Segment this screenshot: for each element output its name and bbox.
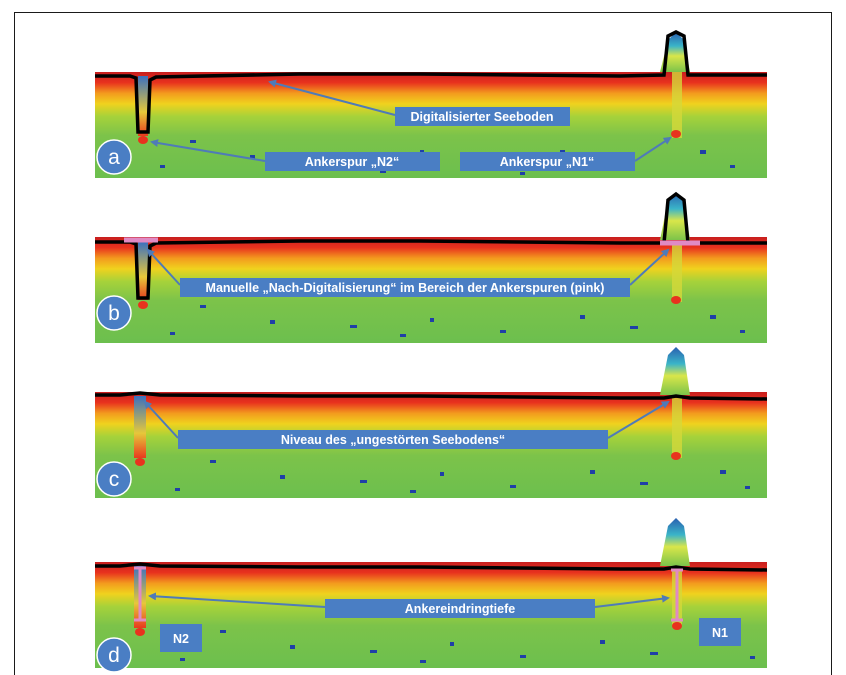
n2-hole (138, 242, 148, 300)
n1-hole (672, 398, 682, 458)
n2-anchor-mark (135, 628, 145, 636)
panel-d: d Ankereindringtiefe N2 N1 (95, 518, 768, 673)
n1-hole (672, 242, 682, 302)
level-arrow-left (143, 400, 179, 439)
label-box (460, 152, 635, 171)
panel-letter-badge (96, 295, 132, 331)
label-box (178, 430, 608, 449)
panel-a: a Digitalisierter Seeboden Ankerspur „N2… (95, 30, 767, 178)
echo-speckle (170, 305, 745, 337)
echo-speckle (175, 460, 750, 493)
n1-anchor-mark (671, 452, 681, 460)
panel-letter: c (109, 468, 120, 491)
n2-arrow (150, 139, 266, 162)
n2-anchor-mark (135, 458, 145, 466)
label-box (180, 278, 630, 297)
panel-letter: d (108, 644, 120, 667)
label-seabed: Digitalisierter Seeboden (410, 110, 553, 124)
label-box (265, 152, 440, 171)
label-depth: Ankereindringtiefe (405, 602, 515, 616)
spike-feature (660, 518, 690, 566)
seabed-line (95, 562, 768, 572)
panel-letter: b (108, 302, 120, 325)
n2-hole (138, 76, 148, 136)
n1-anchor-mark (671, 296, 681, 304)
n1-hole (672, 72, 682, 138)
depth-arrow-left (148, 592, 326, 608)
n2-anchor-mark (138, 136, 148, 144)
panel-letter-badge (96, 637, 132, 673)
n1-anchor-mark (671, 130, 681, 138)
n2-hole (134, 396, 146, 458)
panel-b: b Manuelle „Nach-Digitalisierung“ im Ber… (95, 191, 767, 343)
depth-arrow-right (594, 594, 670, 608)
level-arrow-right (607, 400, 670, 439)
label-box (395, 107, 570, 126)
label-level: Niveau des „ungestörten Seebodens“ (281, 433, 505, 447)
n2-anchor-mark (138, 301, 148, 309)
panel-letter: a (108, 146, 120, 169)
figure-frame (14, 12, 832, 675)
panel-letter-badge (96, 461, 132, 497)
manual-arrow-left (146, 248, 181, 286)
spike-feature (660, 347, 690, 395)
panel-c: c Niveau des „ungestörten Seebodens“ (95, 347, 768, 498)
label-n1: N1 (712, 626, 728, 640)
seabed-arrow (268, 79, 396, 116)
label-box (325, 599, 595, 618)
label-n2: N2 (173, 632, 189, 646)
n1-arrow (634, 136, 672, 162)
seabed-line (95, 30, 767, 134)
label-track-n1: Ankerspur „N1“ (500, 155, 594, 169)
label-box (699, 618, 741, 646)
seabed-line (95, 391, 768, 401)
label-manual: Manuelle „Nach-Digitalisierung“ im Berei… (206, 281, 605, 295)
seabed-line (95, 191, 767, 300)
panel-letter-badge (96, 139, 132, 175)
n1-anchor-mark (672, 622, 682, 630)
label-track-n2: Ankerspur „N2“ (305, 155, 399, 169)
manual-arrow-right (629, 248, 670, 286)
label-box (160, 624, 202, 652)
